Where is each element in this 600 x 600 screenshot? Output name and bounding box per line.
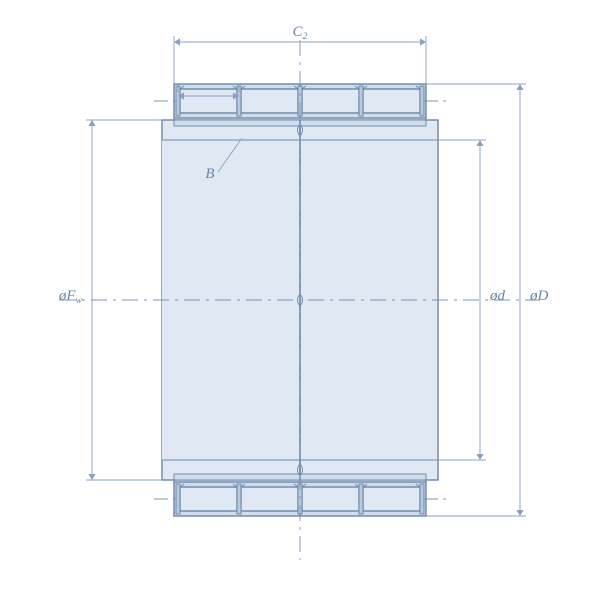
centerlines [60, 40, 540, 560]
roller [298, 484, 363, 514]
label-fw: øFw [58, 288, 83, 306]
roller [237, 86, 302, 116]
label-b: B [205, 166, 214, 182]
label-dd: øD [529, 288, 549, 304]
roller [359, 86, 424, 116]
roller [176, 484, 241, 514]
roller [298, 86, 363, 116]
label-c2: C2 [293, 24, 308, 42]
roller [176, 86, 241, 116]
roller [237, 484, 302, 514]
roller [359, 484, 424, 514]
label-d: ød [489, 288, 506, 304]
